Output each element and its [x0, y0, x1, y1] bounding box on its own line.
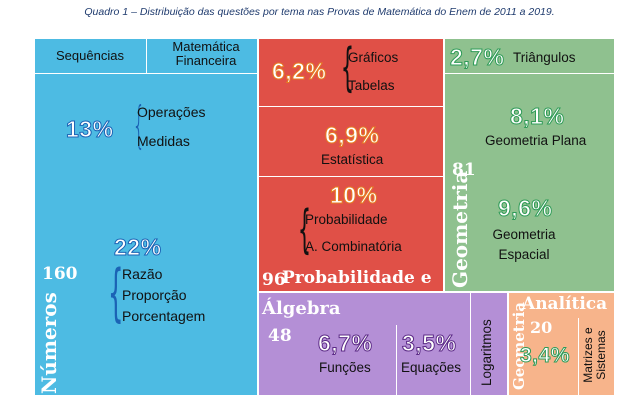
item-estatistica: Estatística — [321, 152, 384, 167]
total-numeros: 160 — [42, 264, 78, 284]
total-estatistica: 96 — [262, 270, 286, 290]
item-equacoes: Equações — [401, 360, 462, 375]
brace-operacoes-medidas: { — [132, 96, 146, 154]
total-geometria: 81 — [452, 160, 476, 180]
group-label-geometria: Geometria — [448, 170, 472, 288]
item-funcoes: Funções — [319, 360, 371, 375]
divider-alg-1 — [396, 325, 397, 396]
group-label-estatistica-text: Probabilidade e Estatística — [282, 268, 438, 288]
divider-ana-1 — [578, 318, 579, 396]
subtopic-matematica-financeira: Matemática Financeira — [172, 39, 240, 68]
brace-probabilidade: { — [297, 200, 312, 260]
item-analise-combinatoria: A. Combinatória — [305, 239, 402, 254]
percent-equacoes: 3,5% — [401, 330, 457, 357]
divider-geo-1 — [444, 73, 615, 74]
group-label-estatistica: Probabilidade e Estatística — [282, 268, 438, 290]
percent-operacoes-medidas: 13% — [66, 116, 114, 143]
group-label-numeros: Números — [37, 292, 61, 394]
item-logaritmos: Logaritmos — [479, 319, 494, 386]
block-estatistica — [258, 38, 444, 292]
percent-estatistica: 6,9% — [324, 122, 380, 149]
divider-numeros-seq — [146, 38, 147, 73]
item-proporcao: Proporção — [122, 287, 187, 303]
item-geometria-plana: Geometria Plana — [485, 133, 587, 148]
block-geometria — [444, 38, 615, 292]
item-graficos: Gráficos — [348, 50, 399, 65]
item-probabilidade: Probabilidade — [305, 212, 388, 227]
percent-triangulos: 2,7% — [449, 44, 505, 71]
chart-caption: Quadro 1 – Distribuição das questões por… — [84, 6, 555, 18]
group-label-analitica-text: Analítica — [522, 294, 608, 314]
brace-razao-proporcao: { — [107, 256, 124, 329]
item-razao: Razão — [122, 266, 163, 282]
block-geometria-analitica — [508, 292, 615, 396]
block-numeros — [34, 38, 258, 396]
divider-numeros-top — [34, 73, 258, 74]
item-tabelas: Tabelas — [348, 78, 395, 93]
item-porcentagem: Porcentagem — [122, 308, 206, 324]
percent-funcoes: 6,7% — [317, 330, 373, 357]
divider-est-2 — [258, 176, 444, 177]
brace-graficos-tabelas: { — [340, 38, 355, 98]
item-medidas: Medidas — [137, 133, 190, 149]
total-geometria-analitica: 20 — [530, 318, 553, 337]
item-matrizes-sistemas: Matrizes e Sistemas — [581, 327, 608, 383]
divider-est-1 — [258, 106, 444, 107]
percent-razao-proporcao: 22% — [114, 234, 162, 261]
block-algebra — [258, 292, 508, 396]
group-label-algebra: Álgebra — [262, 298, 341, 319]
percent-geometria-espacial: 9,6% — [497, 195, 553, 222]
percent-graficos-tabelas: 6,2% — [271, 58, 327, 85]
percent-probabilidade: 10% — [330, 182, 378, 209]
item-operacoes: Operações — [137, 104, 206, 120]
item-geometria-espacial: Geometria Espacial — [492, 227, 556, 262]
group-label-geometria-analitica: Analítica Geometria — [508, 292, 615, 396]
divider-alg-2 — [470, 292, 471, 396]
percent-geometria-plana: 8,1% — [509, 103, 565, 130]
subtopic-sequencias: Sequências — [56, 48, 124, 63]
total-algebra: 48 — [268, 326, 292, 346]
percent-matrizes: 3,4% — [520, 344, 570, 368]
item-triangulos: Triângulos — [513, 50, 576, 65]
